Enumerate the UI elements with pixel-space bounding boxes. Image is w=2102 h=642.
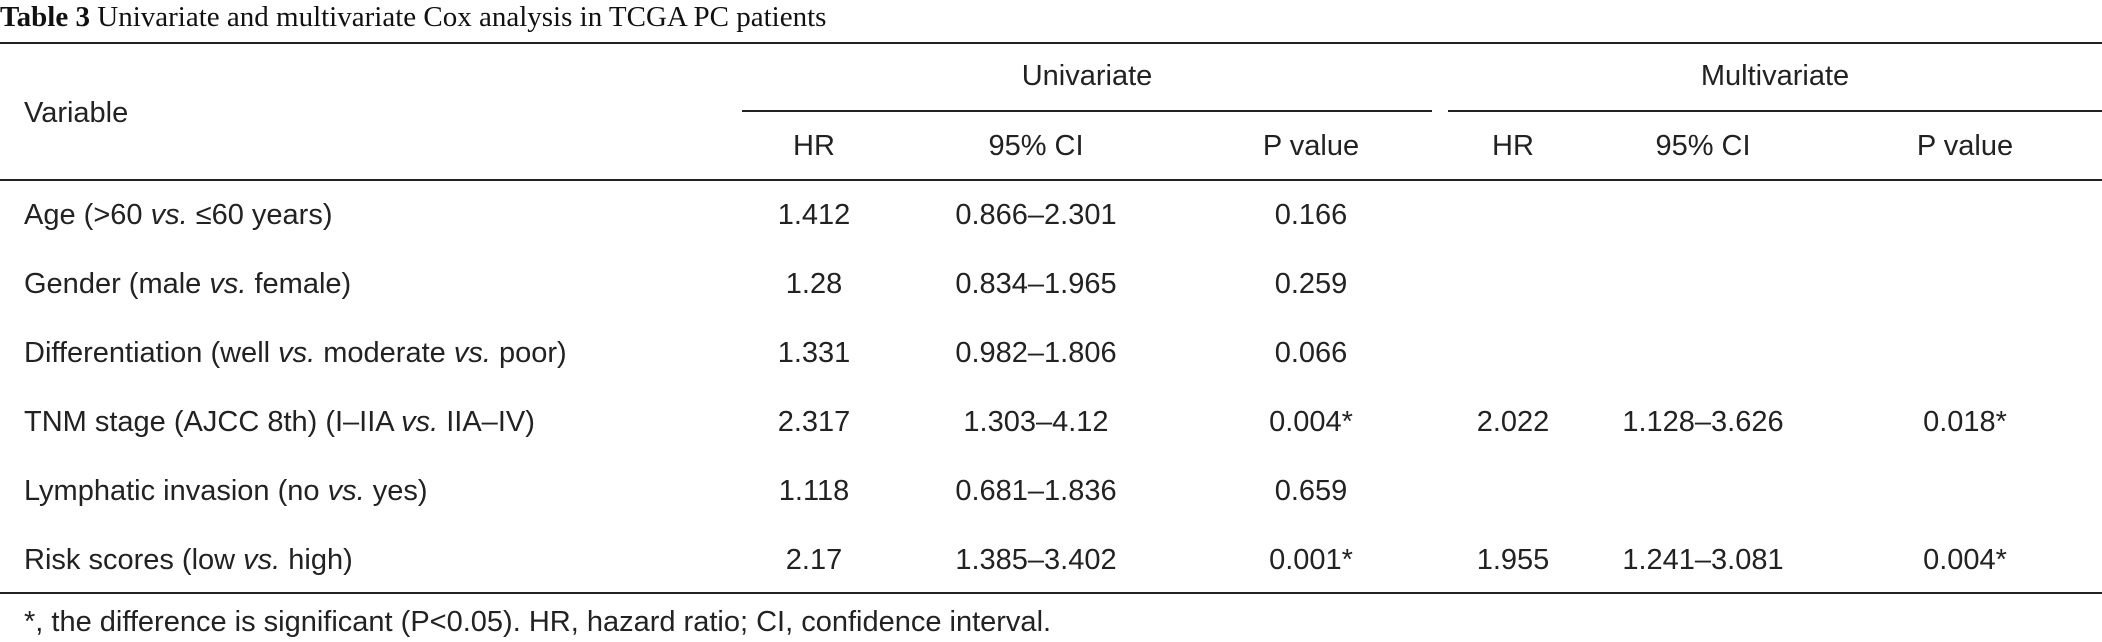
row-uni-p: 0.659 [1274,475,1348,507]
header-variable: Variable [24,97,129,129]
row-uni-ci: 0.982–1.806 [955,337,1117,369]
table-top-rule [0,42,2102,44]
univariate-group-rule [742,110,1432,112]
table-caption-label: Table 3 [0,1,90,33]
row-uni-ci: 0.866–2.301 [955,199,1117,231]
row-multi-p: 0.004* [1923,544,2007,576]
row-uni-ci: 0.681–1.836 [955,475,1117,507]
row-multi-hr: 1.955 [1476,544,1550,576]
header-multi-p: P value [1916,130,2014,162]
row-uni-ci: 1.385–3.402 [955,544,1117,576]
table-footnote: *, the difference is significant (P<0.05… [24,606,1052,638]
row-uni-ci: 1.303–4.12 [963,406,1109,438]
header-uni-p: P value [1262,130,1360,162]
row-multi-hr: 2.022 [1476,406,1550,438]
row-uni-hr: 1.118 [778,475,850,507]
row-uni-p: 0.001* [1269,544,1353,576]
row-variable: Differentiation (well vs. moderate vs. p… [24,337,567,369]
table-caption: Table 3 Univariate and multivariate Cox … [0,0,826,34]
row-uni-p: 0.004* [1269,406,1353,438]
row-uni-hr: 2.17 [785,544,843,576]
header-group-multivariate: Multivariate [1700,60,1850,92]
row-multi-ci: 1.128–3.626 [1622,406,1784,438]
header-multi-ci: 95% CI [1655,130,1751,162]
row-variable: Lymphatic invasion (no vs. yes) [24,475,428,507]
row-variable: Gender (male vs. female) [24,268,352,300]
header-bottom-rule [0,179,2102,181]
row-uni-hr: 2.317 [777,406,851,438]
multivariate-group-rule [1448,110,2102,112]
row-uni-hr: 1.331 [777,337,851,369]
row-uni-p: 0.259 [1274,268,1348,300]
header-uni-ci: 95% CI [988,130,1084,162]
table-bottom-rule [0,592,2102,594]
row-uni-hr: 1.28 [785,268,843,300]
row-variable: TNM stage (AJCC 8th) (I–IIA vs. IIA–IV) [24,406,535,438]
header-group-univariate: Univariate [1021,60,1153,92]
row-multi-p: 0.018* [1923,406,2007,438]
row-variable: Risk scores (low vs. high) [24,544,353,576]
row-multi-ci: 1.241–3.081 [1622,544,1784,576]
row-variable: Age (>60 vs. ≤60 years) [24,199,333,231]
header-multi-hr: HR [1492,130,1534,162]
row-uni-p: 0.166 [1274,199,1348,231]
row-uni-p: 0.066 [1274,337,1348,369]
header-uni-hr: HR [793,130,835,162]
row-uni-hr: 1.412 [777,199,851,231]
row-uni-ci: 0.834–1.965 [955,268,1117,300]
table-caption-text: Univariate and multivariate Cox analysis… [97,1,827,33]
